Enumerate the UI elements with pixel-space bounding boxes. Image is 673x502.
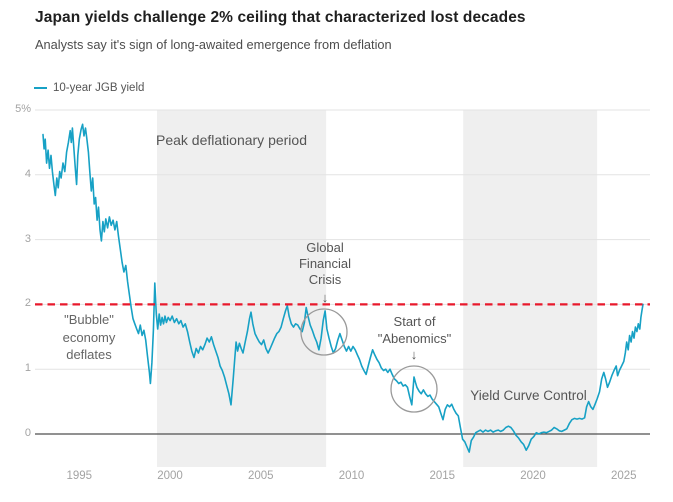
- page-subtitle: Analysts say it's sign of long-awaited e…: [35, 37, 392, 52]
- annotation-bubble-economy-deflates: "Bubble" economy deflates: [62, 312, 116, 362]
- yield-line: [42, 123, 644, 453]
- shaded-region: [463, 109, 598, 467]
- down-arrow-icon: ↓: [410, 347, 418, 362]
- y-tick-label: 4: [24, 167, 31, 180]
- page-title: Japan yields challenge 2% ceiling that c…: [35, 9, 526, 26]
- y-tick-label: 5%: [15, 103, 31, 115]
- abenomics-highlight-circle: [390, 365, 438, 413]
- y-tick-label: 3: [24, 232, 31, 245]
- x-tick-label: 2005: [248, 470, 274, 482]
- y-tick-label: 2: [24, 297, 31, 310]
- legend: 10-year JGB yield: [34, 82, 144, 94]
- line-series-swatch-icon: [34, 86, 47, 90]
- y-tick-label: 1: [24, 362, 31, 375]
- annotation-peak-deflationary-period: Peak deflationary period: [156, 132, 307, 148]
- x-tick-label: 2010: [338, 470, 365, 482]
- shaded-region: [156, 109, 327, 467]
- x-tick-label: 2025: [611, 470, 637, 482]
- yield-line-group: [42, 123, 644, 453]
- gfc-highlight-circle: [300, 308, 348, 356]
- annotation-start-of-abenomics: Start of "Abenomics": [377, 314, 452, 346]
- shaded-regions: [156, 109, 598, 467]
- y-tick-label: 0: [24, 427, 31, 439]
- down-arrow-icon: ↓: [321, 290, 329, 305]
- annotation-yield-curve-control: Yield Curve Control: [470, 388, 587, 403]
- x-tick-label: 1995: [66, 470, 93, 482]
- annotation-global-financial-crisis: Global Financial Crisis: [298, 240, 352, 287]
- x-tick-label: 2000: [157, 470, 183, 482]
- x-tick-label: 2020: [520, 470, 546, 482]
- x-tick-label: 2015: [429, 470, 456, 482]
- legend-label: 10-year JGB yield: [53, 82, 145, 94]
